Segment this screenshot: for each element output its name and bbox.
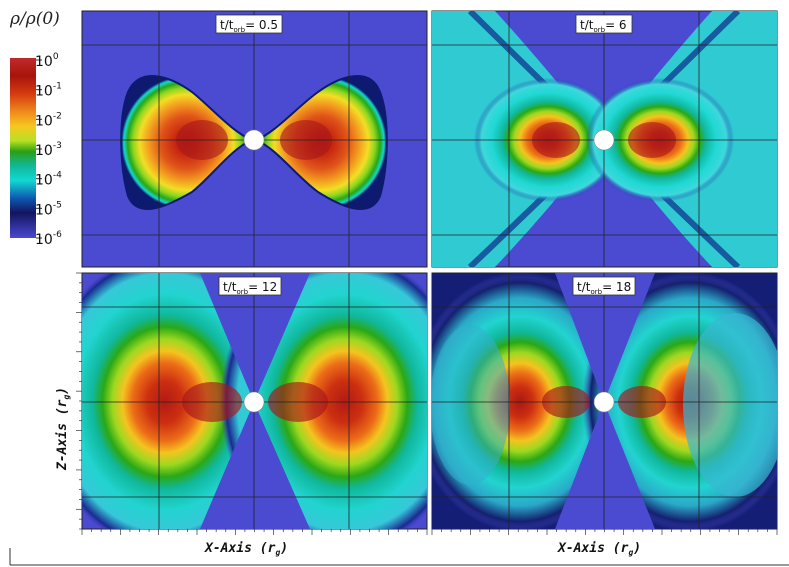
central-black-hole <box>593 391 615 413</box>
z-axis-label: Z-Axis (rg) <box>55 387 71 471</box>
label-base: t/t <box>580 18 594 32</box>
label-sub: orb <box>236 288 248 296</box>
axis-minor-ticks <box>76 272 778 535</box>
colorbar-tick-label: 10-3 <box>35 141 62 159</box>
panel-t18 <box>431 272 778 530</box>
colorbar-tick-label: 10-2 <box>35 111 62 129</box>
central-black-hole <box>593 129 615 151</box>
x-axis-label-right: X-Axis (rg) <box>557 541 641 557</box>
x-axis-label-left: X-Axis (rg) <box>204 541 288 557</box>
colorbar: ρ/ρ(0) 100 10-1 10-2 10-3 10-4 10-5 10-6 <box>9 9 62 248</box>
svg-text:t/torb= 6: t/torb= 6 <box>580 18 627 34</box>
label-base: t/t <box>223 280 237 294</box>
panel-label-1: t/torb= 0.5 <box>215 14 283 34</box>
panel-label-4: t/torb= 18 <box>572 276 636 296</box>
label-sub: orb <box>590 288 602 296</box>
panel-t0-5 <box>81 10 428 268</box>
label-sub: orb <box>233 26 245 34</box>
colorbar-tick-label: 100 <box>35 52 59 70</box>
colorbar-title: ρ/ρ(0) <box>9 9 60 29</box>
svg-text:t/torb= 12: t/torb= 12 <box>223 280 277 296</box>
svg-text:t/torb= 0.5: t/torb= 0.5 <box>220 18 278 34</box>
colorbar-tick-label: 10-1 <box>35 82 62 100</box>
label-value: = 18 <box>602 280 631 294</box>
label-value: = 12 <box>248 280 277 294</box>
colorbar-tick-labels: 100 10-1 10-2 10-3 10-4 10-5 10-6 <box>35 52 62 248</box>
colorbar-tick-label: 10-4 <box>35 171 62 189</box>
label-value: = 6 <box>605 18 627 32</box>
colorbar-tick-label: 10-5 <box>35 200 62 218</box>
central-black-hole <box>243 129 265 151</box>
central-black-hole <box>243 391 265 413</box>
label-sub: orb <box>593 26 605 34</box>
panel-label-3: t/torb= 12 <box>218 276 282 296</box>
colorbar-tick-label: 10-6 <box>35 230 62 248</box>
panel-t12 <box>81 272 428 530</box>
label-value: = 0.5 <box>245 18 278 32</box>
label-base: t/t <box>577 280 591 294</box>
panel-label-2: t/torb= 6 <box>575 14 633 34</box>
svg-text:t/torb= 18: t/torb= 18 <box>577 280 631 296</box>
label-base: t/t <box>220 18 234 32</box>
panel-t6 <box>431 10 778 268</box>
colorbar-gradient <box>10 58 36 238</box>
